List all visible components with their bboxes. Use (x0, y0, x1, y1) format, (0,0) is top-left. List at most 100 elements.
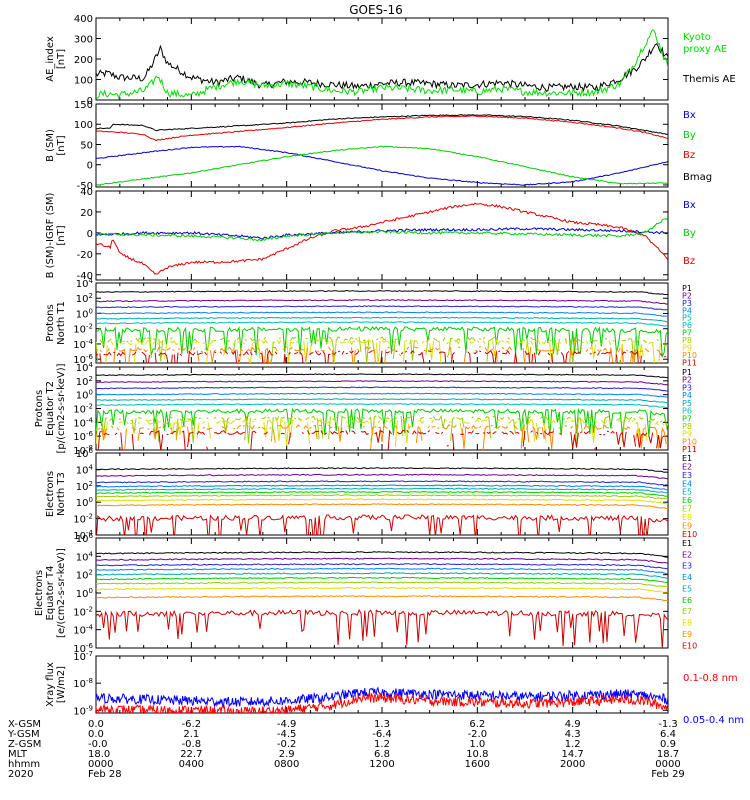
channel-line-p3 (96, 305, 668, 311)
x-tick-value: 6.2 (469, 719, 485, 730)
y-tick-label: 0 (87, 161, 93, 172)
legend-e1: E1 (682, 454, 692, 463)
legend-e4: E4 (682, 573, 692, 582)
y-tick-label: 10-6 (73, 642, 93, 655)
series-group (96, 202, 668, 275)
x-tick-value: 1200 (369, 759, 394, 770)
channel-line-e4 (96, 484, 668, 491)
x-tick-value: 4.3 (565, 729, 581, 740)
channel-line-e9 (96, 595, 668, 602)
y-tick-label: 0 (87, 96, 93, 107)
y-tick-label: 106 (76, 532, 94, 545)
legend-p6: P6 (682, 407, 692, 416)
x-tick-value: 14.7 (562, 749, 584, 760)
x-tick-value: -6.2 (182, 719, 202, 730)
y-tick-label: 102 (76, 480, 93, 493)
y-axis-label: [p/(cm2-s-sr-keV)] (56, 363, 67, 453)
channel-line-e3 (96, 480, 668, 486)
y-tick-label: 100 (76, 496, 93, 509)
x-tick-value: 0.9 (660, 739, 676, 750)
y-tick-label: 104 (76, 277, 94, 290)
y-tick-label: 102 (76, 375, 93, 388)
legend-p1: P1 (682, 368, 692, 377)
x-tick-value: -0.2 (277, 739, 297, 750)
y-tick-label: 10-6 (73, 430, 93, 443)
y-tick-label: 104 (76, 550, 94, 563)
y-tick-label: -40 (77, 271, 93, 282)
x-tick-value: -4.9 (277, 719, 297, 730)
y-axis-label: B (SM)-IGRF (SM) (45, 193, 56, 279)
legend-e4: E4 (682, 479, 692, 488)
channel-line-p9 (101, 338, 668, 363)
channel-line-p3 (96, 386, 668, 392)
series-line-0-1-0-8-nm (96, 692, 668, 713)
series-line-bx (96, 145, 668, 186)
y-tick-label: 10-9 (73, 704, 93, 717)
series-group (96, 686, 668, 713)
y-tick-label: 104 (76, 361, 94, 374)
y-tick-label: 102 (76, 292, 93, 305)
legend-p7: P7 (682, 329, 692, 338)
channel-line-p5 (96, 398, 668, 404)
legend-e6: E6 (682, 596, 692, 605)
legend-e7: E7 (682, 505, 692, 514)
legend-0-05-0-4-nm: 0.05-0.4 nm (683, 715, 744, 726)
y-axis-label: North T1 (56, 301, 67, 345)
legend-p4: P4 (682, 391, 692, 400)
y-axis-label: Xray flux (45, 662, 56, 707)
x-axis-table: X-GSMY-GSMZ-GSMMLThhmm20200.00.0-0.018.0… (7, 719, 685, 780)
y-axis-label: AE_index (45, 36, 56, 82)
channel-line-p9 (96, 418, 668, 448)
y-tick-label: 300 (74, 35, 93, 46)
legend-bz: Bz (683, 150, 695, 161)
channel-line-e7 (96, 494, 668, 500)
channel-line-p1 (96, 373, 668, 379)
y-tick-label: -50 (77, 181, 93, 192)
y-tick-label: 10-6 (73, 353, 93, 366)
legend-by: By (683, 130, 696, 141)
panel-frame (95, 452, 669, 536)
legend-p9: P9 (682, 343, 692, 352)
series-line-0-05-0-4-nm (96, 686, 668, 708)
x-tick-value: 1600 (465, 759, 490, 770)
legend-by: By (683, 228, 696, 239)
x-tick-value: 0000 (655, 759, 680, 770)
series-group (96, 551, 668, 648)
channel-line-e5 (96, 487, 668, 494)
y-label-b_sm: B (SM) [nT] (45, 129, 67, 162)
series-line-bz (96, 202, 668, 275)
legend-p7: P7 (682, 414, 692, 423)
y-tick-label: 10-2 (73, 323, 93, 336)
legend-p8: P8 (682, 422, 692, 431)
y-label-b_minus_igrf: B (SM)-IGRF (SM) [nT] (45, 193, 67, 279)
legend-p6: P6 (682, 321, 692, 330)
channel-line-p5 (96, 316, 668, 323)
channel-line-e9 (96, 503, 668, 510)
y-tick-label: 150 (74, 100, 93, 111)
x-tick-value: 1.2 (374, 739, 390, 750)
panel-protons_t1: Protons North T110410210010-210-410-6P1P2… (45, 277, 697, 367)
y-tick-label: 10-4 (73, 624, 93, 637)
x-tick-value: 22.7 (180, 749, 202, 760)
legend-e8: E8 (682, 619, 692, 628)
x-tick-value: 18.7 (657, 749, 679, 760)
channel-line-p2 (96, 380, 668, 386)
panel-xray: Xray flux [W/m2] 10-7 10-8 10-9 0.1-0.8 nm 0.0… (45, 650, 744, 726)
legend-p11: P11 (682, 445, 697, 454)
y-label-electrons_t3: Electrons North T3 (45, 471, 67, 517)
y-tick-label: 20 (80, 208, 93, 219)
x-tick-value: 4.9 (565, 719, 581, 730)
x-tick-value: -4.5 (277, 729, 297, 740)
x-tick-value: 0400 (179, 759, 204, 770)
channel-line-e7 (96, 581, 668, 588)
y-label-protons_t2: Protons Equator T2 [p/(cm2-s-sr-keV)] (34, 363, 67, 453)
legend-e10: E10 (682, 641, 697, 650)
y-tick-label: 200 (74, 55, 93, 66)
y-tick-label: -20 (77, 250, 93, 261)
channel-line-e8 (96, 586, 668, 593)
legend-e2: E2 (682, 462, 692, 471)
x-tick-value: 1.3 (374, 719, 390, 730)
channel-line-p7 (96, 407, 668, 437)
legend-e5: E5 (682, 584, 692, 593)
